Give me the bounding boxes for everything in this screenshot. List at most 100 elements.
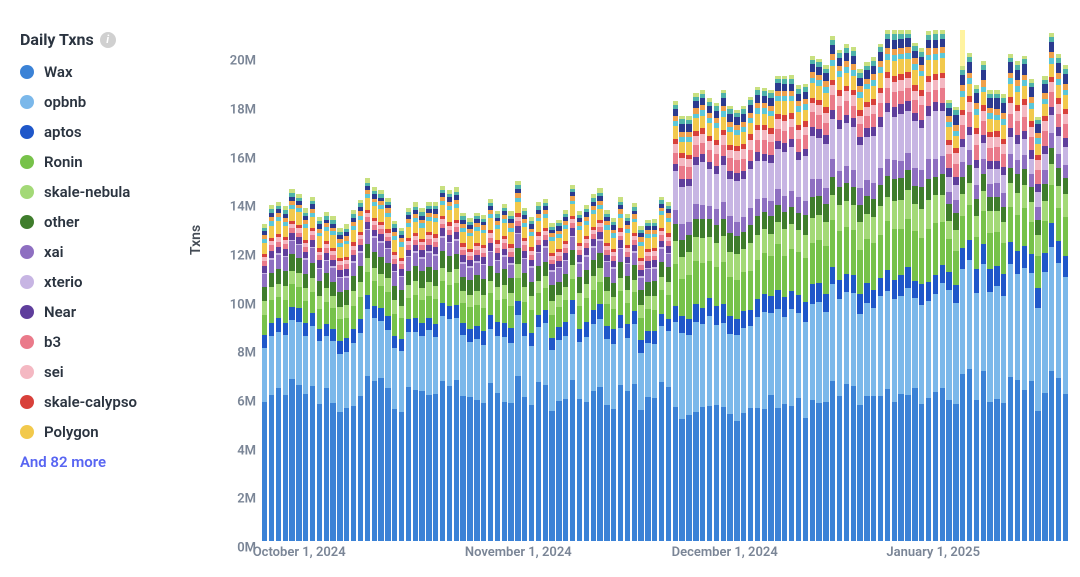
bar-day[interactable] (563, 30, 568, 541)
bar-day[interactable] (981, 30, 986, 541)
bar-day[interactable] (898, 30, 903, 541)
bar-day[interactable] (1001, 30, 1006, 541)
bar-day[interactable] (885, 30, 890, 541)
bar-day[interactable] (830, 30, 835, 541)
bar-day[interactable] (344, 30, 349, 541)
bar-day[interactable] (686, 30, 691, 541)
bar-day[interactable] (857, 30, 862, 541)
bar-day[interactable] (1008, 30, 1013, 541)
bar-day[interactable] (871, 30, 876, 541)
bar-day[interactable] (454, 30, 459, 541)
bar-day[interactable] (337, 30, 342, 541)
bar-day[interactable] (611, 30, 616, 541)
bar-day[interactable] (508, 30, 513, 541)
bar-day[interactable] (721, 30, 726, 541)
legend-item-sei[interactable]: sei (20, 363, 200, 381)
legend-item-other[interactable]: other (20, 213, 200, 231)
bar-day[interactable] (632, 30, 637, 541)
bar-day[interactable] (946, 30, 951, 541)
bar-day[interactable] (782, 30, 787, 541)
bar-day[interactable] (878, 30, 883, 541)
bar-day[interactable] (440, 30, 445, 541)
bar-day[interactable] (974, 30, 979, 541)
bar-day[interactable] (406, 30, 411, 541)
bar-day[interactable] (529, 30, 534, 541)
bar-day[interactable] (543, 30, 548, 541)
bar-day[interactable] (679, 30, 684, 541)
bar-day[interactable] (283, 30, 288, 541)
legend-item-ronin[interactable]: Ronin (20, 153, 200, 171)
bar-day[interactable] (289, 30, 294, 541)
bar-day[interactable] (1022, 30, 1027, 541)
bar-day[interactable] (625, 30, 630, 541)
bar-day[interactable] (1015, 30, 1020, 541)
bar-day[interactable] (741, 30, 746, 541)
legend-item-xterio[interactable]: xterio (20, 273, 200, 291)
bar-day[interactable] (905, 30, 910, 541)
bar-day[interactable] (1056, 30, 1061, 541)
bar-day[interactable] (570, 30, 575, 541)
bar-day[interactable] (324, 30, 329, 541)
bar-day[interactable] (803, 30, 808, 541)
bar-day[interactable] (399, 30, 404, 541)
bar-day[interactable] (597, 30, 602, 541)
bar-day[interactable] (940, 30, 945, 541)
bar-day[interactable] (604, 30, 609, 541)
bar-day[interactable] (460, 30, 465, 541)
bar-day[interactable] (330, 30, 335, 541)
bar-day[interactable] (413, 30, 418, 541)
bar-day[interactable] (693, 30, 698, 541)
bar-day[interactable] (269, 30, 274, 541)
bar-day[interactable] (673, 30, 678, 541)
bar-day[interactable] (789, 30, 794, 541)
bar-day[interactable] (851, 30, 856, 541)
bar-day[interactable] (317, 30, 322, 541)
bar-day[interactable] (467, 30, 472, 541)
bar-day[interactable] (768, 30, 773, 541)
bar-day[interactable] (474, 30, 479, 541)
bar-day[interactable] (303, 30, 308, 541)
bar-day[interactable] (816, 30, 821, 541)
bar-day[interactable] (994, 30, 999, 541)
bar-day[interactable] (392, 30, 397, 541)
bar-day[interactable] (844, 30, 849, 541)
bar-day[interactable] (556, 30, 561, 541)
bar-day[interactable] (1029, 30, 1034, 541)
bar-day[interactable] (700, 30, 705, 541)
bar-day[interactable] (796, 30, 801, 541)
bar-day[interactable] (419, 30, 424, 541)
bar-day[interactable] (481, 30, 486, 541)
bar-day[interactable] (953, 30, 958, 541)
bar-day[interactable] (365, 30, 370, 541)
bar-day[interactable] (748, 30, 753, 541)
bar-day[interactable] (659, 30, 664, 541)
bar-day[interactable] (1063, 30, 1068, 541)
bar-day[interactable] (522, 30, 527, 541)
legend-more-link[interactable]: And 82 more (20, 453, 200, 471)
bar-day[interactable] (495, 30, 500, 541)
bar-day[interactable] (433, 30, 438, 541)
bar-day[interactable] (810, 30, 815, 541)
bar-day[interactable] (967, 30, 972, 541)
legend-item-wax[interactable]: Wax (20, 63, 200, 81)
bar-day[interactable] (864, 30, 869, 541)
bar-day[interactable] (987, 30, 992, 541)
legend-item-opbnb[interactable]: opbnb (20, 93, 200, 111)
legend-item-skale_calypso[interactable]: skale-calypso (20, 393, 200, 411)
bar-day[interactable] (577, 30, 582, 541)
bar-day[interactable] (926, 30, 931, 541)
bar-day[interactable] (515, 30, 520, 541)
info-icon[interactable]: i (100, 32, 116, 48)
bar-day[interactable] (549, 30, 554, 541)
bar-day[interactable] (734, 30, 739, 541)
bar-day[interactable] (666, 30, 671, 541)
bar-day[interactable] (447, 30, 452, 541)
legend-item-xai[interactable]: xai (20, 243, 200, 261)
bar-day[interactable] (584, 30, 589, 541)
bar-day[interactable] (837, 30, 842, 541)
bar-day[interactable] (823, 30, 828, 541)
legend-item-polygon[interactable]: Polygon (20, 423, 200, 441)
bar-day[interactable] (502, 30, 507, 541)
bar-day[interactable] (591, 30, 596, 541)
bar-day[interactable] (775, 30, 780, 541)
